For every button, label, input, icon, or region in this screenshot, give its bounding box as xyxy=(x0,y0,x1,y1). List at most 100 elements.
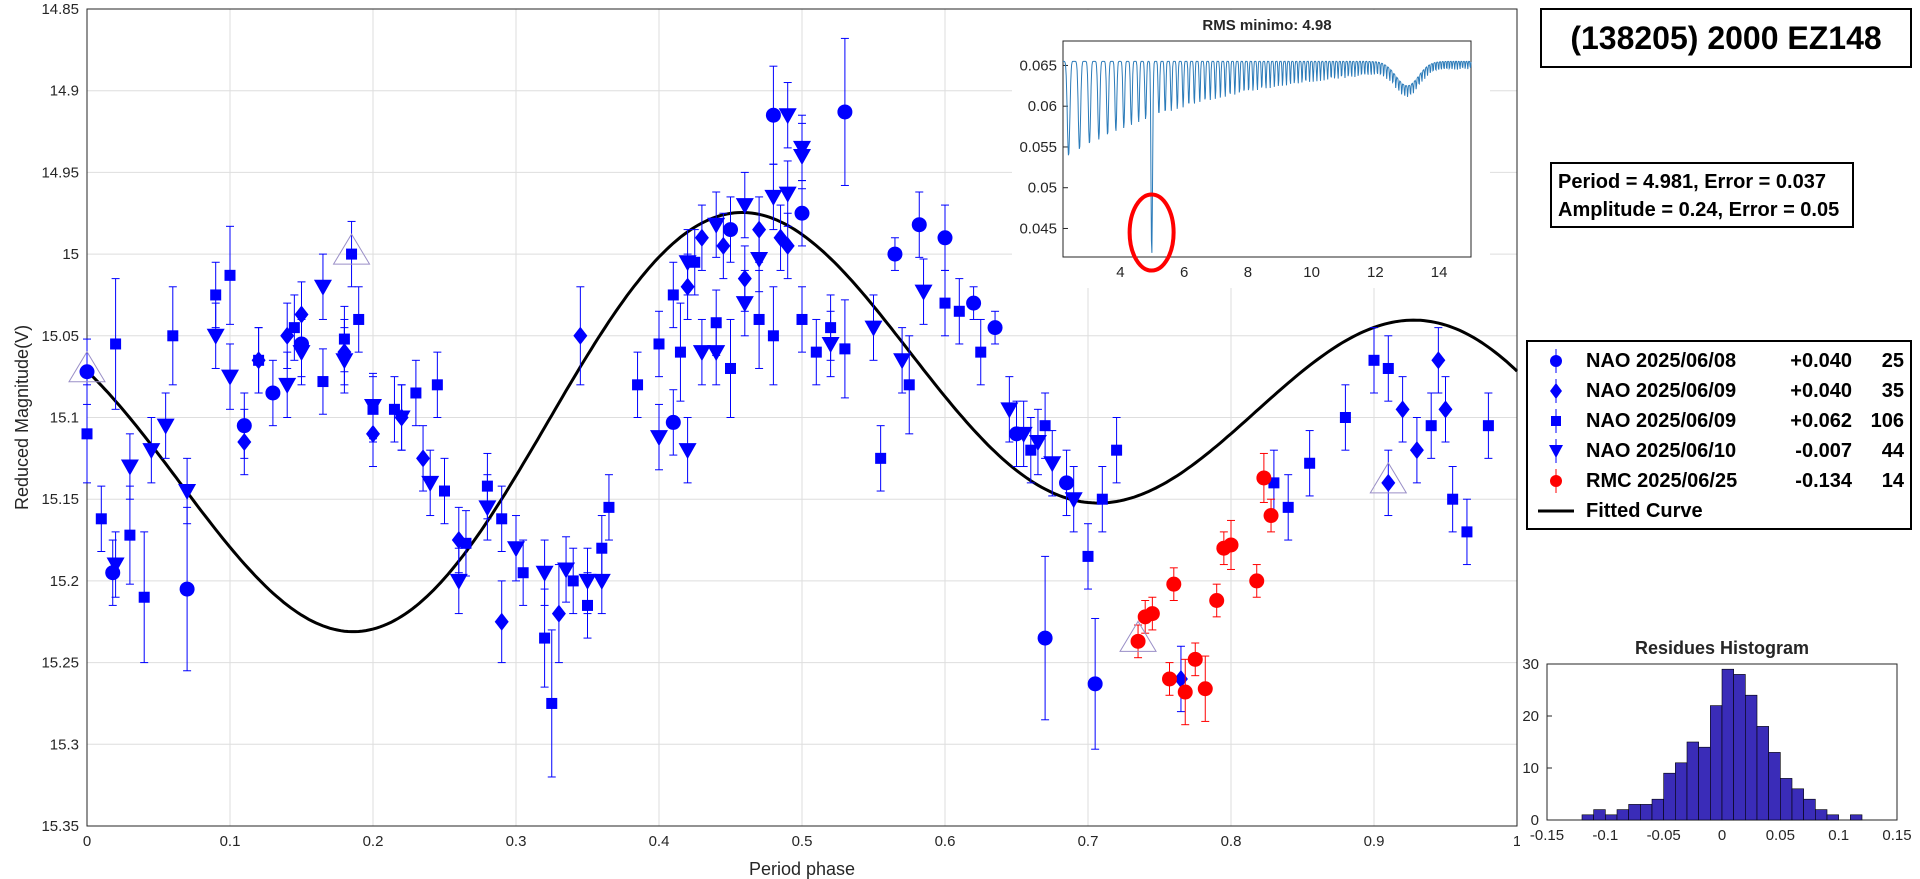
x-tick-label: 0.9 xyxy=(1364,833,1385,850)
data-point xyxy=(578,573,597,590)
data-point xyxy=(439,485,450,497)
data-point xyxy=(937,230,953,246)
data-point xyxy=(120,459,139,476)
data-point xyxy=(1304,457,1316,469)
data-point xyxy=(1087,676,1103,692)
histogram-bar xyxy=(1663,772,1676,821)
data-point xyxy=(1111,444,1123,456)
x-tick-label: 0.8 xyxy=(1221,833,1242,850)
y-axis-label: Reduced Magnitude(V) xyxy=(12,325,32,510)
data-point xyxy=(653,338,665,350)
data-point xyxy=(650,430,668,447)
x-tick-label: 0 xyxy=(83,833,91,850)
data-point xyxy=(1064,492,1083,509)
data-point xyxy=(966,295,982,311)
data-point xyxy=(1177,684,1193,700)
data-point xyxy=(667,289,679,301)
data-point xyxy=(723,222,738,238)
data-point xyxy=(142,443,161,460)
data-point xyxy=(551,604,566,623)
histogram-x-tick: -0.1 xyxy=(1592,827,1618,844)
x-tick-label: 0.5 xyxy=(792,833,813,850)
data-point xyxy=(837,104,853,120)
x-tick-label: 0.6 xyxy=(935,833,956,850)
histogram-bar xyxy=(1745,694,1758,821)
data-point xyxy=(887,246,903,262)
data-point xyxy=(292,345,311,362)
data-point xyxy=(753,313,765,325)
data-point xyxy=(421,475,440,492)
inset-x-tick: 10 xyxy=(1303,264,1320,281)
data-point xyxy=(765,107,781,123)
data-point xyxy=(392,410,411,427)
minimum-highlight-ellipse xyxy=(1127,192,1176,273)
data-point xyxy=(689,256,701,268)
data-point xyxy=(678,443,697,460)
histogram-bar xyxy=(1815,809,1828,821)
x-axis-label: Period phase xyxy=(749,859,855,879)
legend-name: NAO 2025/06/09 xyxy=(1586,409,1737,432)
data-point xyxy=(179,581,195,597)
object-title: (138205) 2000 EZ148 xyxy=(1570,19,1882,56)
data-point xyxy=(81,428,93,440)
data-point xyxy=(210,289,222,301)
data-point xyxy=(678,255,697,272)
data-point xyxy=(1381,473,1396,492)
histogram-bar xyxy=(1581,814,1594,821)
data-point xyxy=(725,362,736,374)
data-point xyxy=(1059,475,1075,491)
data-point xyxy=(603,501,615,513)
histogram-bar xyxy=(1721,668,1734,821)
data-point xyxy=(810,346,822,358)
y-tick-label: 15.3 xyxy=(50,736,79,753)
data-point xyxy=(975,346,987,358)
legend-entry: RMC 2025/06/25 -0.134 14 xyxy=(1528,466,1910,496)
inset-y-tick: 0.045 xyxy=(1019,220,1057,237)
data-point xyxy=(1368,354,1380,366)
highlight-triangle xyxy=(1119,620,1157,652)
rms-curve xyxy=(1063,60,1472,253)
histogram-x-tick: 0.1 xyxy=(1828,827,1849,844)
x-tick-label: 0.4 xyxy=(649,833,670,850)
legend-entry: NAO 2025/06/10 -0.007 44 xyxy=(1528,436,1910,466)
data-point xyxy=(1000,402,1019,419)
data-point xyxy=(839,343,851,355)
legend-count: 106 xyxy=(1870,409,1904,432)
data-point xyxy=(1223,537,1239,553)
highlight-triangle xyxy=(332,233,371,265)
data-point xyxy=(1173,669,1188,688)
data-point xyxy=(987,320,1003,336)
histogram-bar xyxy=(1698,746,1711,821)
histogram-bar xyxy=(1593,809,1606,821)
data-point xyxy=(735,296,754,313)
data-point xyxy=(335,353,354,370)
y-tick-label: 15.25 xyxy=(41,655,79,672)
data-point xyxy=(253,354,265,366)
histogram-bar xyxy=(1616,809,1629,821)
data-point xyxy=(1482,420,1494,432)
data-point xyxy=(346,248,358,260)
data-point xyxy=(793,149,811,166)
histogram-bar xyxy=(1675,762,1688,821)
y-tick-label: 15.2 xyxy=(50,573,79,590)
data-point xyxy=(735,198,754,215)
data-point xyxy=(110,338,122,350)
data-point xyxy=(167,330,179,342)
data-point xyxy=(449,573,468,590)
data-point xyxy=(796,313,808,325)
histogram-bar xyxy=(1733,674,1746,821)
inset-x-tick: 14 xyxy=(1431,264,1448,281)
legend-offset: +0.040 xyxy=(1790,379,1852,402)
y-tick-label: 15.15 xyxy=(41,491,79,508)
data-point xyxy=(224,269,236,281)
data-point xyxy=(875,452,887,464)
legend-entry: NAO 2025/06/08 +0.040 25 xyxy=(1528,346,1910,376)
data-point xyxy=(546,697,558,709)
data-point xyxy=(716,236,731,255)
fit-stats-box: Period = 4.981, Error = 0.037 Amplitude … xyxy=(1550,162,1854,228)
y-tick-label: 15 xyxy=(62,246,79,263)
y-tick-label: 15.05 xyxy=(41,328,79,345)
data-point xyxy=(1263,508,1279,524)
histogram-bar xyxy=(1640,804,1653,821)
data-point xyxy=(106,557,125,574)
